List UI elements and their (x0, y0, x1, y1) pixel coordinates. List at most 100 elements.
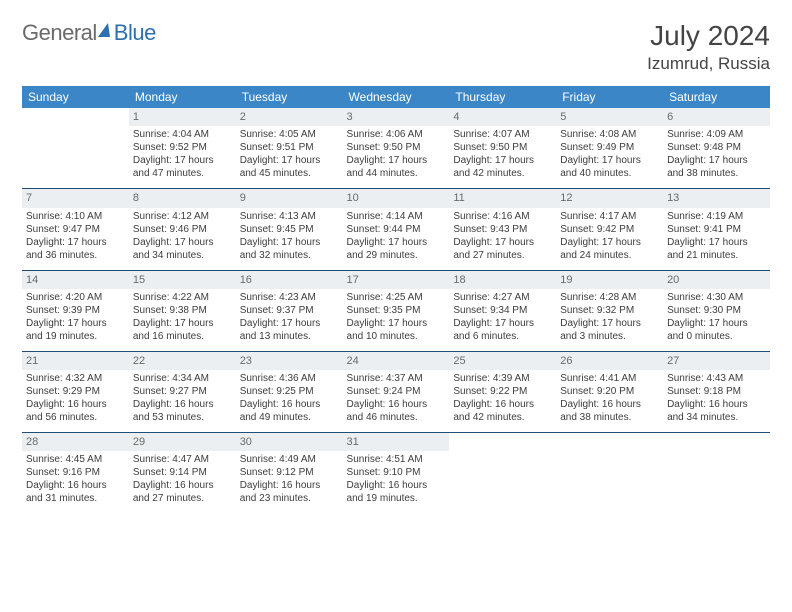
calendar-cell: 20 Sunrise: 4:30 AM Sunset: 9:30 PM Dayli… (663, 270, 770, 351)
day-number: 2 (236, 108, 343, 126)
day-details: Sunrise: 4:06 AM Sunset: 9:50 PM Dayligh… (347, 128, 446, 180)
day-details: Sunrise: 4:51 AM Sunset: 9:10 PM Dayligh… (347, 453, 446, 505)
calendar-cell: 24Sunrise: 4:37 AM Sunset: 9:24 PM Dayli… (343, 351, 450, 432)
brand-part2: Blue (114, 20, 156, 46)
day-details: Sunrise: 4:20 AM Sunset: 9:39 PM Dayligh… (26, 291, 125, 343)
calendar-week: 21 Sunrise: 4:32 AM Sunset: 9:29 PM Dayli… (22, 351, 770, 432)
weekday-header-row: Sunday Monday Tuesday Wednesday Thursday… (22, 86, 770, 108)
day-details: Sunrise: 4:22 AM Sunset: 9:38 PM Dayligh… (133, 291, 232, 343)
day-number: 30 (236, 433, 343, 451)
day-number: 19 (556, 271, 663, 289)
weekday-header: Saturday (663, 86, 770, 108)
day-details: Sunrise: 4:32 AM Sunset: 9:29 PM Dayligh… (26, 372, 125, 424)
day-details: Sunrise: 4:30 AM Sunset: 9:30 PM Dayligh… (667, 291, 766, 343)
day-details: Sunrise: 4:04 AM Sunset: 9:52 PM Dayligh… (133, 128, 232, 180)
calendar-cell: 16Sunrise: 4:23 AM Sunset: 9:37 PM Dayli… (236, 270, 343, 351)
calendar-cell: 23Sunrise: 4:36 AM Sunset: 9:25 PM Dayli… (236, 351, 343, 432)
calendar-cell: 25Sunrise: 4:39 AM Sunset: 9:22 PM Dayli… (449, 351, 556, 432)
calendar-cell: 22 Sunrise: 4:34 AM Sunset: 9:27 PM Dayli… (129, 351, 236, 432)
calendar-cell: 4 Sunrise: 4:07 AM Sunset: 9:50 PM Daylig… (449, 108, 556, 189)
day-number: 15 (129, 271, 236, 289)
day-number: 25 (449, 352, 556, 370)
day-number: 10 (343, 189, 450, 207)
day-details: Sunrise: 4:05 AM Sunset: 9:51 PM Dayligh… (240, 128, 339, 180)
day-details: Sunrise: 4:47 AM Sunset: 9:14 PM Dayligh… (133, 453, 232, 505)
day-details: Sunrise: 4:14 AM Sunset: 9:44 PM Dayligh… (347, 210, 446, 262)
day-number: 21 (22, 352, 129, 370)
calendar-cell (449, 433, 556, 514)
calendar-cell: 6Sunrise: 4:09 AM Sunset: 9:48 PM Daylig… (663, 108, 770, 189)
brand-logo: General Blue (22, 20, 156, 46)
day-number: 8 (129, 189, 236, 207)
calendar-cell: 31 Sunrise: 4:51 AM Sunset: 9:10 PM Dayli… (343, 433, 450, 514)
calendar-cell: 3Sunrise: 4:06 AM Sunset: 9:50 PM Daylig… (343, 108, 450, 189)
day-details: Sunrise: 4:45 AM Sunset: 9:16 PM Dayligh… (26, 453, 125, 505)
day-number: 23 (236, 352, 343, 370)
day-number: 18 (449, 271, 556, 289)
day-number: 17 (343, 271, 450, 289)
calendar-table: Sunday Monday Tuesday Wednesday Thursday… (22, 86, 770, 513)
day-details: Sunrise: 4:13 AM Sunset: 9:45 PM Dayligh… (240, 210, 339, 262)
calendar-week: 7Sunrise: 4:10 AM Sunset: 9:47 PM Daylig… (22, 189, 770, 270)
header: General Blue July 2024 Izumrud, Russia (22, 20, 770, 74)
day-details: Sunrise: 4:49 AM Sunset: 9:12 PM Dayligh… (240, 453, 339, 505)
day-number: 12 (556, 189, 663, 207)
day-number: 7 (22, 189, 129, 207)
calendar-cell: 13 Sunrise: 4:19 AM Sunset: 9:41 PM Dayli… (663, 189, 770, 270)
calendar-cell: 26 Sunrise: 4:41 AM Sunset: 9:20 PM Dayli… (556, 351, 663, 432)
month-title: July 2024 (647, 20, 770, 52)
day-number: 11 (449, 189, 556, 207)
day-details: Sunrise: 4:28 AM Sunset: 9:32 PM Dayligh… (560, 291, 659, 343)
calendar-cell (663, 433, 770, 514)
weekday-header: Monday (129, 86, 236, 108)
day-details: Sunrise: 4:19 AM Sunset: 9:41 PM Dayligh… (667, 210, 766, 262)
calendar-cell: 9 Sunrise: 4:13 AM Sunset: 9:45 PM Daylig… (236, 189, 343, 270)
day-number: 26 (556, 352, 663, 370)
day-details: Sunrise: 4:25 AM Sunset: 9:35 PM Dayligh… (347, 291, 446, 343)
day-number: 4 (449, 108, 556, 126)
calendar-cell: 5Sunrise: 4:08 AM Sunset: 9:49 PM Daylig… (556, 108, 663, 189)
day-number: 28 (22, 433, 129, 451)
calendar-cell: 10 Sunrise: 4:14 AM Sunset: 9:44 PM Dayli… (343, 189, 450, 270)
day-details: Sunrise: 4:27 AM Sunset: 9:34 PM Dayligh… (453, 291, 552, 343)
day-details: Sunrise: 4:23 AM Sunset: 9:37 PM Dayligh… (240, 291, 339, 343)
day-number: 13 (663, 189, 770, 207)
calendar-week: 14Sunrise: 4:20 AM Sunset: 9:39 PM Dayli… (22, 270, 770, 351)
day-number: 9 (236, 189, 343, 207)
calendar-week: 1 Sunrise: 4:04 AM Sunset: 9:52 PM Daylig… (22, 108, 770, 189)
day-number: 1 (129, 108, 236, 126)
day-details: Sunrise: 4:41 AM Sunset: 9:20 PM Dayligh… (560, 372, 659, 424)
day-number: 29 (129, 433, 236, 451)
day-details: Sunrise: 4:43 AM Sunset: 9:18 PM Dayligh… (667, 372, 766, 424)
calendar-cell: 14Sunrise: 4:20 AM Sunset: 9:39 PM Dayli… (22, 270, 129, 351)
weekday-header: Wednesday (343, 86, 450, 108)
weekday-header: Thursday (449, 86, 556, 108)
brand-part1: General (22, 20, 97, 46)
calendar-cell: 28 Sunrise: 4:45 AM Sunset: 9:16 PM Dayli… (22, 433, 129, 514)
calendar-cell: 19 Sunrise: 4:28 AM Sunset: 9:32 PM Dayli… (556, 270, 663, 351)
day-details: Sunrise: 4:09 AM Sunset: 9:48 PM Dayligh… (667, 128, 766, 180)
day-number: 31 (343, 433, 450, 451)
location: Izumrud, Russia (647, 54, 770, 74)
calendar-cell (22, 108, 129, 189)
calendar-cell: 2 Sunrise: 4:05 AM Sunset: 9:51 PM Daylig… (236, 108, 343, 189)
weekday-header: Sunday (22, 86, 129, 108)
day-details: Sunrise: 4:16 AM Sunset: 9:43 PM Dayligh… (453, 210, 552, 262)
day-details: Sunrise: 4:34 AM Sunset: 9:27 PM Dayligh… (133, 372, 232, 424)
day-number: 22 (129, 352, 236, 370)
day-details: Sunrise: 4:17 AM Sunset: 9:42 PM Dayligh… (560, 210, 659, 262)
day-number: 24 (343, 352, 450, 370)
calendar-week: 28 Sunrise: 4:45 AM Sunset: 9:16 PM Dayli… (22, 433, 770, 514)
calendar-cell: 11 Sunrise: 4:16 AM Sunset: 9:43 PM Dayli… (449, 189, 556, 270)
calendar-cell: 7Sunrise: 4:10 AM Sunset: 9:47 PM Daylig… (22, 189, 129, 270)
day-number: 27 (663, 352, 770, 370)
calendar-cell: 12 Sunrise: 4:17 AM Sunset: 9:42 PM Dayli… (556, 189, 663, 270)
calendar-cell: 17 Sunrise: 4:25 AM Sunset: 9:35 PM Dayli… (343, 270, 450, 351)
day-number: 5 (556, 108, 663, 126)
calendar-cell: 30 Sunrise: 4:49 AM Sunset: 9:12 PM Dayli… (236, 433, 343, 514)
day-details: Sunrise: 4:07 AM Sunset: 9:50 PM Dayligh… (453, 128, 552, 180)
day-number: 20 (663, 271, 770, 289)
day-details: Sunrise: 4:12 AM Sunset: 9:46 PM Dayligh… (133, 210, 232, 262)
calendar-cell: 18 Sunrise: 4:27 AM Sunset: 9:34 PM Dayli… (449, 270, 556, 351)
weekday-header: Tuesday (236, 86, 343, 108)
